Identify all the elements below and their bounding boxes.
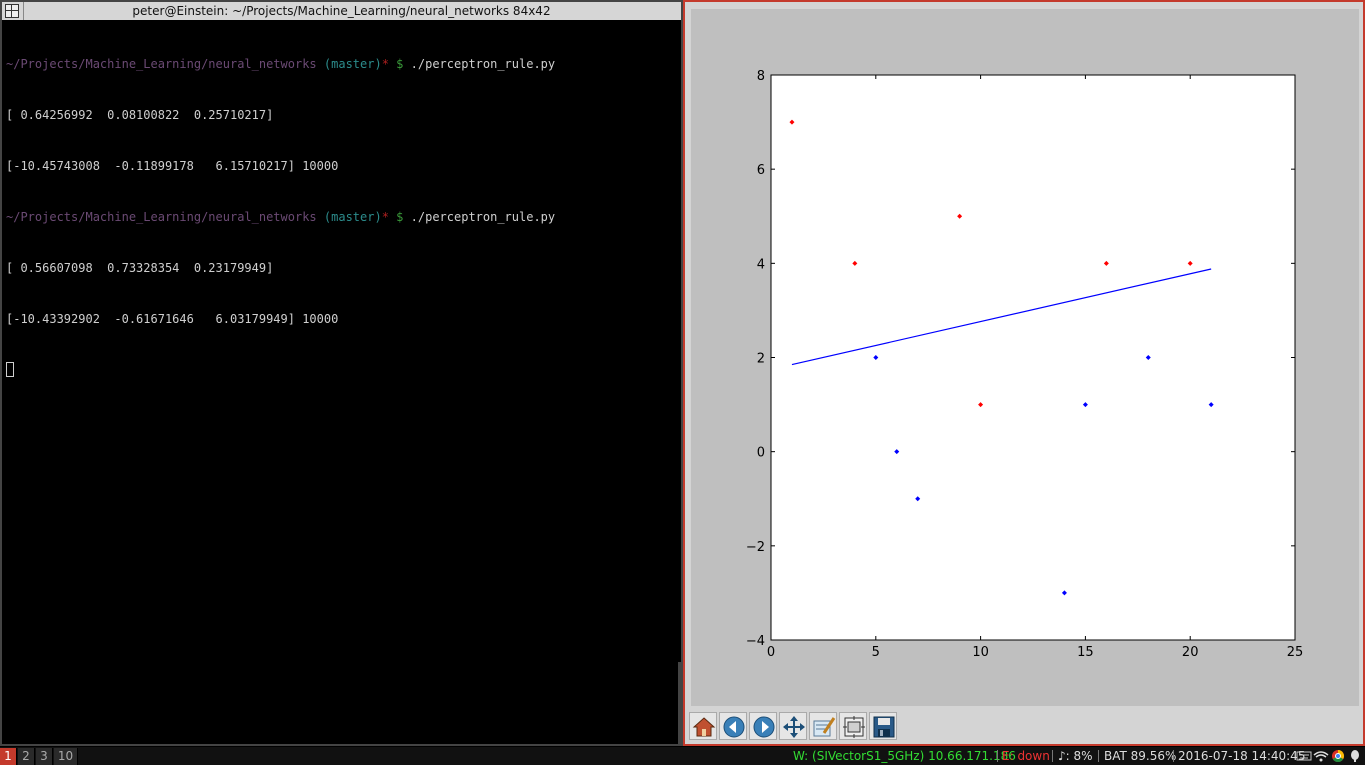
forward-arrow-icon — [753, 716, 775, 738]
axis-ticks — [770, 74, 1296, 641]
data-point — [1187, 260, 1193, 266]
data-point — [1208, 402, 1214, 408]
prompt-branch: (master) — [323, 210, 382, 224]
figure-window[interactable]: 0 5 10 15 20 25 −4 −2 0 2 4 6 8 — [683, 0, 1365, 746]
x-tick-label: 20 — [1182, 645, 1199, 660]
wifi-icon[interactable] — [1313, 751, 1329, 762]
prompt-symbol: $ — [396, 210, 404, 224]
decision-boundary — [791, 268, 1212, 366]
window-layout-icon[interactable] — [5, 4, 19, 18]
prompt-dirty-marker: * — [381, 57, 389, 71]
plot-area — [770, 74, 1296, 641]
output-line: [ 0.64256992 0.08100822 0.25710217] — [6, 108, 274, 122]
data-point — [852, 260, 858, 266]
workspace-3[interactable]: 3 — [36, 748, 53, 765]
subplots-icon — [843, 716, 865, 738]
prompt-path: ~/Projects/Machine_Learning/neural_netwo… — [6, 210, 317, 224]
x-tick-label: 25 — [1287, 645, 1304, 660]
data-points — [789, 119, 1214, 596]
wifi-status: W: (SIVectorS1_5GHz) 10.66.171.186 — [793, 749, 1016, 763]
decision-line — [791, 268, 1212, 366]
status-divider — [997, 750, 998, 762]
data-point — [894, 449, 900, 455]
figure-canvas[interactable]: 0 5 10 15 20 25 −4 −2 0 2 4 6 8 — [691, 9, 1359, 706]
output-line: [-10.45743008 -0.11899178 6.15710217] 10… — [6, 159, 339, 173]
home-button[interactable] — [689, 712, 717, 740]
status-divider — [1052, 750, 1053, 762]
volume-status: ♪: 8% — [1058, 749, 1093, 763]
prompt-path: ~/Projects/Machine_Learning/neural_netwo… — [6, 57, 317, 71]
data-point — [873, 355, 879, 360]
x-tick-label: 10 — [972, 645, 989, 660]
prompt-command: ./perceptron_rule.py — [410, 57, 556, 71]
x-tick-label: 0 — [767, 645, 775, 660]
workspace-2[interactable]: 2 — [18, 748, 35, 765]
prompt-branch: (master) — [323, 57, 382, 71]
status-bar: 1 2 3 10 W: (SIVectorS1_5GHz) 10.66.171.… — [0, 747, 1365, 765]
forward-button[interactable] — [749, 712, 777, 740]
status-divider — [1098, 750, 1099, 762]
output-line: [-10.43392902 -0.61671646 6.03179949] 10… — [6, 312, 339, 326]
zoom-button[interactable] — [809, 712, 837, 740]
prompt-command: ./perceptron_rule.py — [410, 210, 556, 224]
battery-status: BAT 89.56% — [1104, 749, 1177, 763]
data-point — [789, 119, 795, 125]
ethernet-status: E: down — [1002, 749, 1050, 763]
status-divider — [1173, 750, 1174, 762]
y-tick-label: 6 — [757, 163, 765, 178]
terminal-title: peter@Einstein: ~/Projects/Machine_Learn… — [132, 4, 551, 18]
y-tick-label: −2 — [746, 540, 765, 555]
data-point — [957, 213, 963, 219]
titlebar-divider — [23, 2, 24, 20]
terminal-titlebar[interactable]: peter@Einstein: ~/Projects/Machine_Learn… — [2, 2, 681, 20]
y-tick-label: −4 — [746, 634, 765, 649]
save-button[interactable] — [869, 712, 897, 740]
notification-icon[interactable] — [1351, 750, 1359, 762]
y-tick-label: 2 — [757, 352, 765, 367]
subplots-button[interactable] — [839, 712, 867, 740]
data-point — [915, 496, 921, 502]
scatter-plot: 0 5 10 15 20 25 −4 −2 0 2 4 6 8 — [746, 69, 1303, 660]
keyboard-icon[interactable] — [1296, 751, 1312, 761]
terminal-scrollbar[interactable] — [678, 662, 681, 746]
workspace-1[interactable]: 1 — [0, 748, 17, 765]
data-point — [1082, 402, 1088, 408]
cursor-line — [6, 362, 678, 379]
x-tick-label: 15 — [1077, 645, 1094, 660]
y-tick-label: 4 — [757, 257, 765, 272]
prompt-line: ~/Projects/Machine_Learning/neural_netwo… — [6, 209, 678, 226]
output-line: [ 0.56607098 0.73328354 0.23179949] — [6, 261, 274, 275]
system-tray — [1296, 750, 1359, 763]
back-arrow-icon — [723, 716, 745, 738]
data-point — [978, 402, 984, 408]
prompt-symbol: $ — [396, 57, 404, 71]
terminal-output[interactable]: ~/Projects/Machine_Learning/neural_netwo… — [6, 22, 678, 742]
y-tick-label: 0 — [757, 446, 765, 461]
x-tick-label: 5 — [872, 645, 880, 660]
home-icon — [692, 717, 716, 737]
axis-tick-labels: 0 5 10 15 20 25 −4 −2 0 2 4 6 8 — [746, 69, 1303, 660]
data-point — [1145, 355, 1151, 360]
data-point — [1103, 260, 1109, 266]
text-cursor — [6, 362, 14, 377]
prompt-line: ~/Projects/Machine_Learning/neural_netwo… — [6, 56, 678, 73]
back-button[interactable] — [719, 712, 747, 740]
prompt-dirty-marker: * — [381, 210, 389, 224]
clock: 2016-07-18 14:40:45 — [1178, 749, 1306, 763]
chrome-icon[interactable] — [1332, 750, 1345, 763]
y-tick-label: 8 — [757, 69, 765, 84]
pan-button[interactable] — [779, 712, 807, 740]
terminal-window[interactable]: peter@Einstein: ~/Projects/Machine_Learn… — [0, 0, 683, 746]
save-icon — [873, 716, 895, 738]
data-point — [1061, 590, 1067, 596]
workspace-10[interactable]: 10 — [54, 748, 78, 765]
zoom-icon — [813, 717, 836, 737]
pan-icon — [783, 716, 805, 738]
